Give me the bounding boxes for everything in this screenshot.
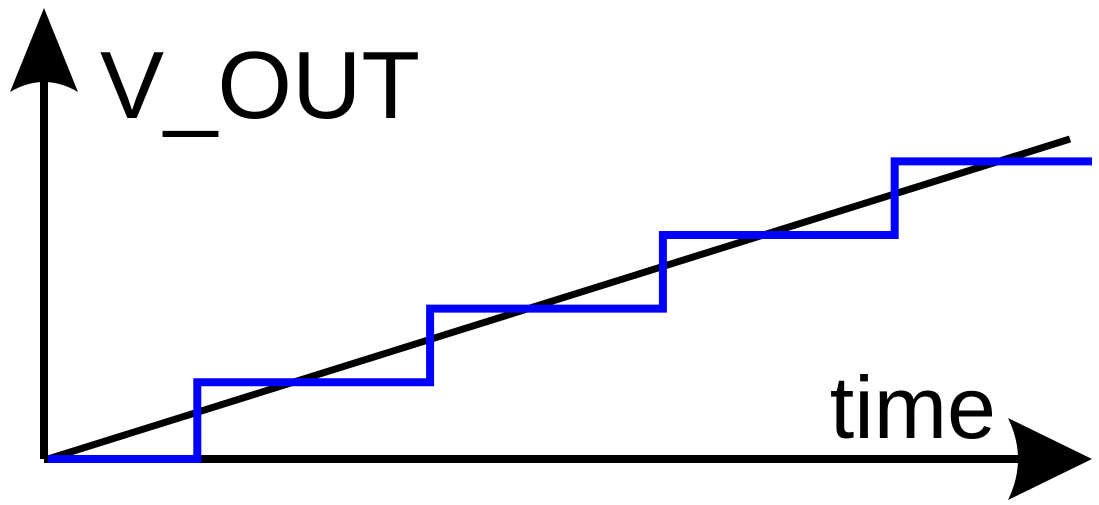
y-axis-arrowhead <box>10 8 78 92</box>
x-axis-arrowhead <box>1008 418 1092 500</box>
x-axis-label: time <box>830 358 996 457</box>
quantized-staircase-line <box>48 157 1092 463</box>
y-axis-label: V_OUT <box>100 32 420 139</box>
ideal-ramp-line <box>46 135 1072 463</box>
